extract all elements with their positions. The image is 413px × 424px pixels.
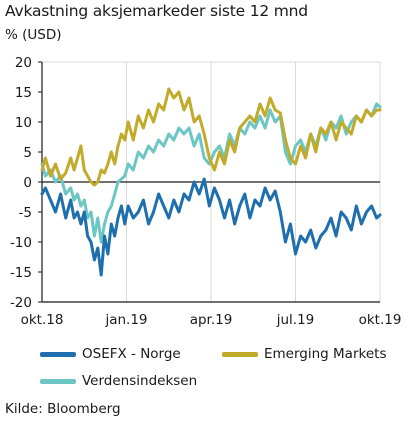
- y-tick-label: -20: [10, 295, 32, 311]
- series-line-emerging-markets: [40, 87, 382, 187]
- y-tick-label: 5: [23, 145, 32, 161]
- legend-swatch-osefx: [40, 351, 76, 357]
- y-tick-label: 20: [15, 55, 32, 71]
- y-tick-label: -15: [10, 265, 32, 281]
- y-tick-label: 15: [15, 85, 32, 101]
- legend-label-osefx: OSEFX - Norge: [82, 346, 181, 362]
- legend-swatch-emerging-markets: [222, 351, 258, 357]
- legend-swatch-verdensindeksen: [40, 378, 76, 384]
- legend-item-osefx: OSEFX - Norge: [40, 346, 181, 362]
- tick-labels: okt.18 jan.19 apr.19 jul.19 okt.19 20 15 10 5 0 -5…: [10, 55, 401, 328]
- x-tick-label: okt.19: [359, 312, 402, 328]
- x-tick-label: okt.18: [21, 312, 64, 328]
- y-tick-label: 10: [15, 115, 32, 131]
- y-axis-unit: % (USD): [5, 27, 62, 43]
- x-tick-label: jul.19: [276, 312, 315, 328]
- legend-item-verdensindeksen: Verdensindeksen: [40, 373, 197, 389]
- x-tick-label: apr.19: [190, 312, 233, 328]
- x-tick-label: jan.19: [104, 312, 147, 328]
- series-line-osefx-norge: [40, 177, 382, 277]
- chart-title: Avkastning aksjemarkeder siste 12 mnd: [5, 2, 308, 20]
- line-chart: okt.18 jan.19 apr.19 jul.19 okt.19 20 15 10 5 0 -5…: [10, 55, 401, 328]
- legend-item-emerging-markets: Emerging Markets: [222, 346, 386, 362]
- y-tick-label: 0: [23, 175, 32, 191]
- y-tick-label: -5: [19, 205, 32, 221]
- y-tick-label: -10: [10, 235, 32, 251]
- legend-label-emerging-markets: Emerging Markets: [264, 346, 387, 362]
- legend-label-verdensindeksen: Verdensindeksen: [82, 373, 198, 389]
- source-note: Kilde: Bloomberg: [5, 401, 121, 417]
- series-lines: [40, 87, 382, 277]
